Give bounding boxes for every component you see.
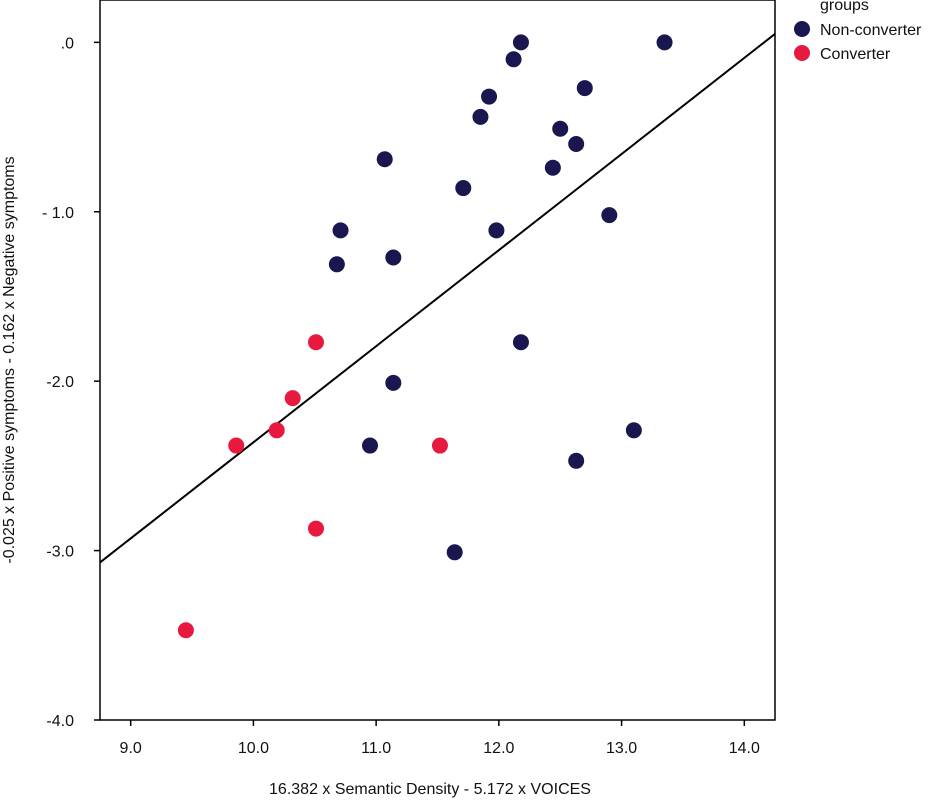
legend-marker-non-converter bbox=[794, 21, 810, 37]
point-non-converter bbox=[328, 256, 345, 273]
point-non-converter bbox=[512, 334, 529, 351]
legend-marker-converter bbox=[794, 45, 810, 61]
y-tick-label: -3.0 bbox=[46, 544, 74, 561]
point-non-converter bbox=[481, 88, 498, 105]
point-converter bbox=[308, 520, 324, 537]
point-non-converter bbox=[568, 452, 585, 469]
point-non-converter bbox=[625, 422, 642, 439]
point-non-converter bbox=[472, 108, 489, 125]
data-points bbox=[177, 34, 673, 639]
point-converter bbox=[177, 622, 194, 639]
axis-ticks bbox=[94, 41, 746, 726]
x-tick-label: 9.0 bbox=[120, 740, 142, 757]
point-converter bbox=[268, 422, 285, 439]
y-tick-label: .0 bbox=[61, 35, 74, 52]
x-tick-labels: 9.0 10.0 11.0 12.0 13.0 14.0 bbox=[120, 740, 760, 757]
point-non-converter bbox=[601, 207, 618, 224]
point-converter bbox=[308, 334, 324, 351]
point-non-converter bbox=[512, 34, 529, 51]
y-axis-title: -0.025 x Positive symptoms - 0.162 x Neg… bbox=[1, 156, 18, 563]
legend-title: groups bbox=[820, 0, 869, 14]
y-tick-label: -4.0 bbox=[46, 713, 74, 730]
legend-label-converter: Converter bbox=[820, 46, 891, 63]
point-non-converter bbox=[568, 136, 585, 152]
point-non-converter bbox=[455, 180, 472, 197]
x-tick-label: 14.0 bbox=[729, 740, 760, 757]
point-non-converter bbox=[446, 544, 463, 561]
point-non-converter bbox=[385, 249, 402, 266]
point-non-converter bbox=[332, 222, 349, 239]
point-non-converter bbox=[544, 159, 561, 176]
point-converter bbox=[284, 390, 301, 407]
legend: groups Non-converter Converter bbox=[794, 0, 922, 63]
point-non-converter bbox=[362, 437, 378, 454]
y-tick-labels: .0 - 1.0 -2.0 -3.0 -4.0 bbox=[42, 35, 74, 730]
point-non-converter bbox=[576, 80, 593, 97]
y-tick-label: -2.0 bbox=[46, 374, 74, 391]
regression-line bbox=[99, 33, 776, 564]
point-non-converter bbox=[656, 34, 673, 51]
point-converter bbox=[431, 437, 448, 454]
point-non-converter bbox=[376, 151, 393, 168]
x-axis-title: 16.382 x Semantic Density - 5.172 x VOIC… bbox=[269, 781, 591, 798]
plot-frame bbox=[99, 0, 776, 721]
point-non-converter bbox=[488, 222, 505, 239]
point-non-converter bbox=[505, 51, 522, 68]
point-non-converter bbox=[552, 120, 569, 137]
x-tick-label: 12.0 bbox=[483, 740, 514, 757]
x-tick-label: 13.0 bbox=[606, 740, 637, 757]
point-converter bbox=[228, 437, 245, 454]
y-tick-label: - 1.0 bbox=[42, 205, 74, 222]
legend-label-non-converter: Non-converter bbox=[820, 22, 922, 39]
x-tick-label: 10.0 bbox=[238, 740, 269, 757]
x-tick-label: 11.0 bbox=[361, 740, 391, 757]
point-non-converter bbox=[385, 374, 402, 391]
